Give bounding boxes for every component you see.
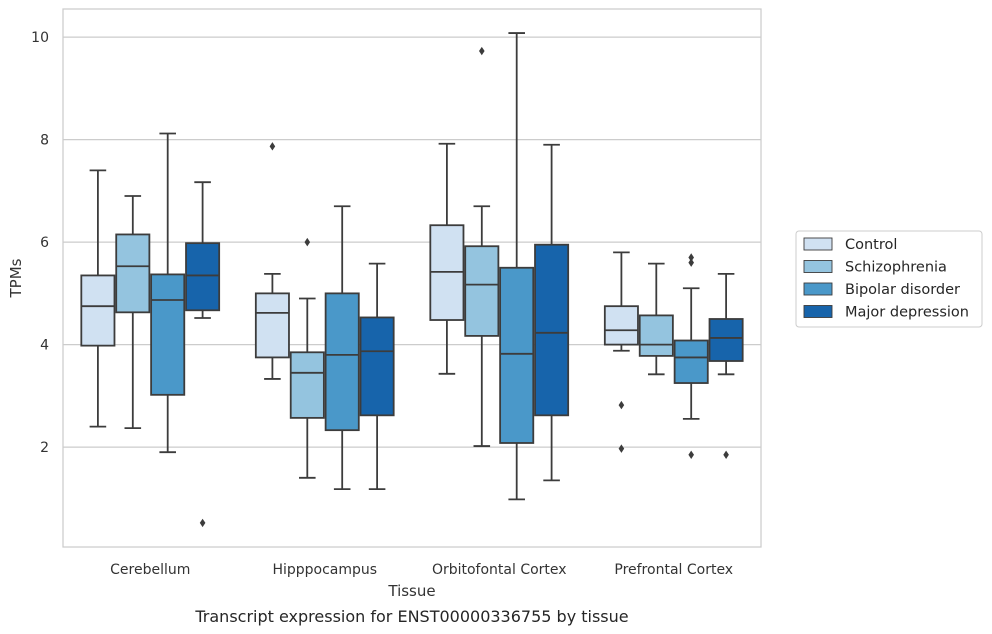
box-iqr xyxy=(673,339,709,384)
box-plot xyxy=(499,32,535,501)
box-iqr xyxy=(464,245,500,337)
box-iqr xyxy=(603,305,639,346)
legend-swatch xyxy=(803,237,833,251)
box-iqr xyxy=(359,316,395,417)
box-plot xyxy=(708,273,744,459)
y-tick-label: 2 xyxy=(40,440,49,456)
box-iqr xyxy=(638,314,674,357)
x-tick-label: Hipppocampus xyxy=(272,562,377,578)
box-plot xyxy=(603,251,639,453)
box-iqr xyxy=(534,243,570,417)
x-tick-label: Cerebellum xyxy=(110,562,190,578)
box-plot xyxy=(254,142,290,380)
box-iqr xyxy=(289,351,325,419)
box-iqr xyxy=(185,242,221,312)
plot-frame xyxy=(62,8,762,548)
y-axis-label: TPMs xyxy=(7,258,25,298)
box-iqr xyxy=(324,292,360,432)
outlier-point xyxy=(479,46,485,56)
x-axis-label: Tissue xyxy=(387,582,435,600)
y-tick-label: 6 xyxy=(40,235,49,251)
x-tick-label: Prefrontal Cortex xyxy=(614,562,733,578)
box-plot xyxy=(115,195,151,430)
box-plot xyxy=(150,132,186,454)
box-plot xyxy=(429,142,465,375)
legend-frame xyxy=(795,230,983,328)
box-iqr xyxy=(708,318,744,362)
legend-label: Bipolar disorder xyxy=(845,282,960,298)
box-plot xyxy=(638,262,674,376)
box-plot xyxy=(464,46,500,447)
outlier-point xyxy=(269,142,276,151)
outlier-point xyxy=(723,450,729,459)
legend-swatch xyxy=(803,305,833,318)
y-tick-label: 8 xyxy=(40,133,49,149)
box-iqr xyxy=(115,233,151,314)
boxes xyxy=(80,32,744,528)
box-iqr xyxy=(499,266,535,444)
outlier-point xyxy=(688,450,694,459)
y-tick-labels: 2 4 6 8 10 xyxy=(31,30,49,456)
legend-swatch xyxy=(803,260,833,273)
box-plot xyxy=(359,262,395,491)
x-tick-labels: Cerebellum Hipppocampus Orbitofontal Corte… xyxy=(110,562,733,578)
box-plot xyxy=(80,169,116,428)
outlier-point xyxy=(618,400,625,410)
legend-label: Major depression xyxy=(845,305,969,321)
box-plot xyxy=(673,253,709,459)
box-plot xyxy=(185,181,221,528)
outlier-point xyxy=(304,237,311,247)
x-tick-label: Orbitofontal Cortex xyxy=(432,562,567,578)
legend-label: Control xyxy=(845,237,897,253)
outlier-point xyxy=(199,518,206,528)
legend-label: Schizophrenia xyxy=(845,260,947,276)
outlier-point xyxy=(618,444,625,453)
legend: Control Schizophrenia Bipolar disorder Majo… xyxy=(795,230,983,328)
box-plot xyxy=(289,237,325,479)
box-iqr xyxy=(254,292,290,359)
box-plot xyxy=(534,143,570,482)
legend-swatch xyxy=(803,282,833,296)
box-iqr xyxy=(80,274,116,347)
chart-title: Transcript expression for ENST0000033675… xyxy=(194,607,628,626)
y-tick-label: 4 xyxy=(40,338,49,354)
outlier-point xyxy=(688,253,694,262)
box-iqr xyxy=(150,273,186,396)
outlier-point xyxy=(688,258,694,267)
y-tick-label: 10 xyxy=(31,30,49,46)
box-plot xyxy=(324,205,360,491)
